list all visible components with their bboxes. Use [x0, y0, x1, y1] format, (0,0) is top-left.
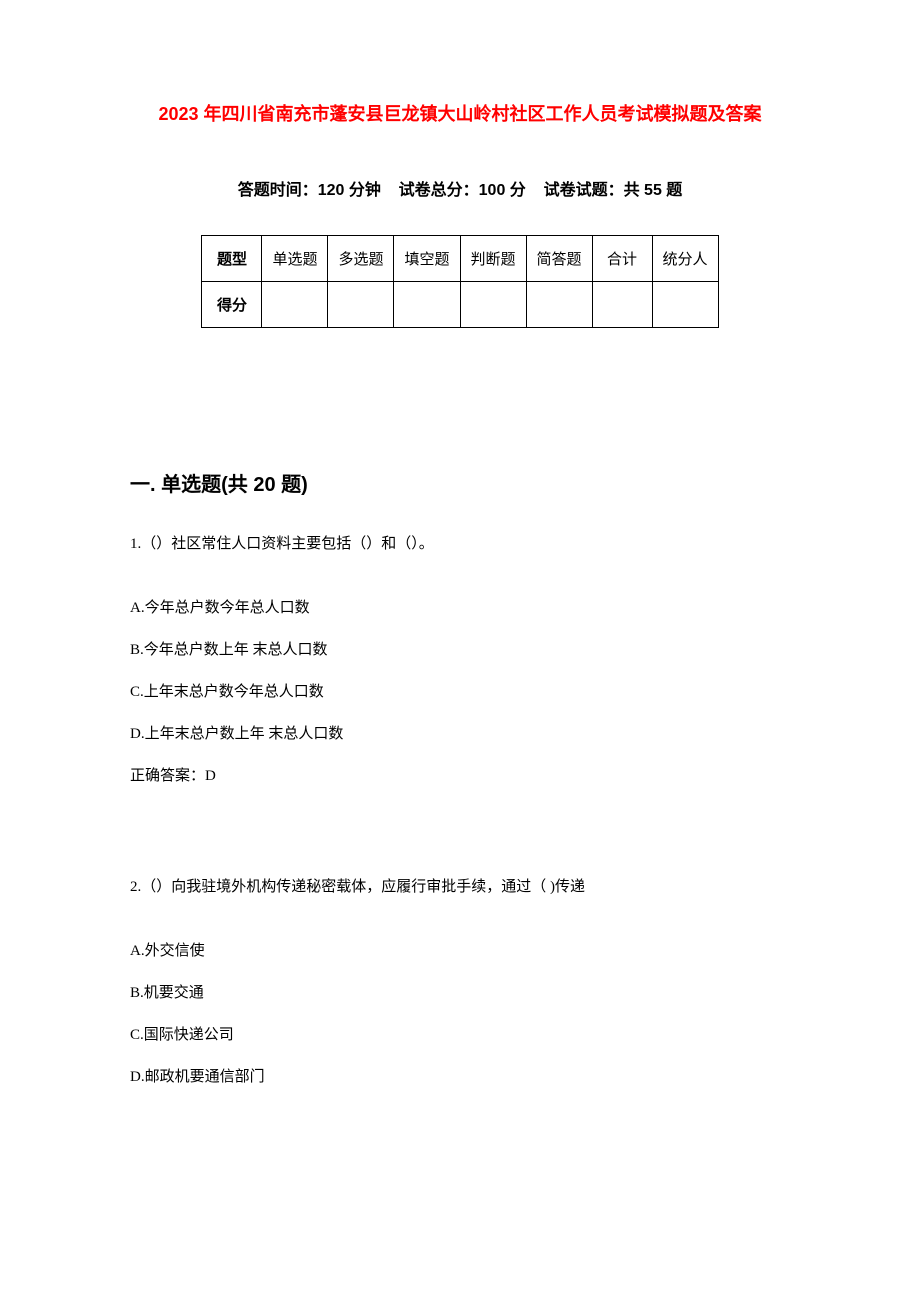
option-c: C.国际快递公司	[130, 1023, 790, 1047]
option-a: A.外交信使	[130, 939, 790, 963]
table-cell	[394, 282, 460, 328]
count-value: 共 55 题	[624, 182, 683, 199]
question-block: 2.（）向我驻境外机构传递秘密载体，应履行审批手续，通过（ )传递 A.外交信使…	[130, 875, 790, 1089]
section-title: 一. 单选题(共 20 题)	[130, 468, 790, 497]
total-value: 100 分	[479, 182, 526, 199]
table-header-cell: 题型	[202, 236, 262, 282]
options-list: A.外交信使 B.机要交通 C.国际快递公司 D.邮政机要通信部门	[130, 939, 790, 1089]
table-cell	[328, 282, 394, 328]
table-header-cell: 填空题	[394, 236, 460, 282]
table-header-cell: 多选题	[328, 236, 394, 282]
correct-answer: 正确答案：D	[130, 764, 790, 785]
score-table: 题型 单选题 多选题 填空题 判断题 简答题 合计 统分人 得分	[201, 235, 718, 328]
table-header-cell: 合计	[592, 236, 652, 282]
count-label: 试卷试题：	[544, 182, 624, 199]
question-text: 2.（）向我驻境外机构传递秘密载体，应履行审批手续，通过（ )传递	[130, 875, 790, 899]
option-c: C.上年末总户数今年总人口数	[130, 680, 790, 704]
option-b: B.今年总户数上年 末总人口数	[130, 638, 790, 662]
table-row: 题型 单选题 多选题 填空题 判断题 简答题 合计 统分人	[202, 236, 718, 282]
options-list: A.今年总户数今年总人口数 B.今年总户数上年 末总人口数 C.上年末总户数今年…	[130, 596, 790, 746]
table-row: 得分	[202, 282, 718, 328]
option-d: D.邮政机要通信部门	[130, 1065, 790, 1089]
option-b: B.机要交通	[130, 981, 790, 1005]
table-cell	[652, 282, 718, 328]
document-title: 2023 年四川省南充市蓬安县巨龙镇大山岭村社区工作人员考试模拟题及答案	[130, 100, 790, 126]
question-text: 1.（）社区常住人口资料主要包括（）和（）。	[130, 532, 790, 556]
total-label: 试卷总分：	[399, 182, 479, 199]
table-header-cell: 判断题	[460, 236, 526, 282]
option-a: A.今年总户数今年总人口数	[130, 596, 790, 620]
question-block: 1.（）社区常住人口资料主要包括（）和（）。 A.今年总户数今年总人口数 B.今…	[130, 532, 790, 785]
table-header-cell: 单选题	[262, 236, 328, 282]
time-value: 120 分钟	[318, 182, 381, 199]
table-cell	[526, 282, 592, 328]
table-cell	[460, 282, 526, 328]
table-cell: 得分	[202, 282, 262, 328]
table-cell	[592, 282, 652, 328]
table-cell	[262, 282, 328, 328]
time-label: 答题时间：	[238, 182, 318, 199]
option-d: D.上年末总户数上年 末总人口数	[130, 722, 790, 746]
exam-info: 答题时间：120 分钟 试卷总分：100 分 试卷试题：共 55 题	[130, 176, 790, 200]
table-header-cell: 统分人	[652, 236, 718, 282]
table-header-cell: 简答题	[526, 236, 592, 282]
